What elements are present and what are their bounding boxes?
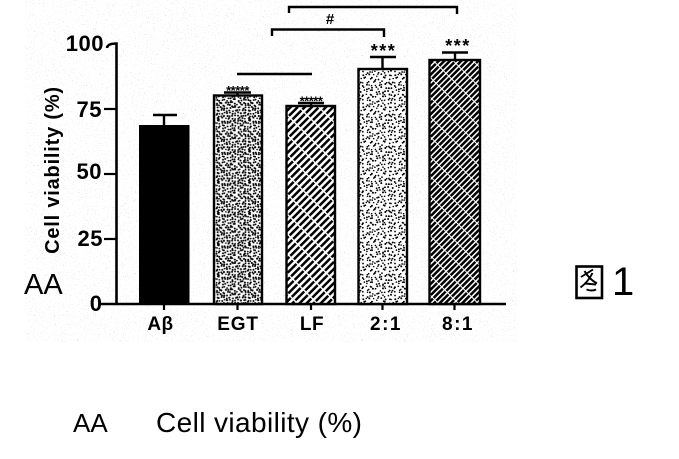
svg-text:1: 1	[612, 260, 634, 304]
svg-text:Cell viability (%): Cell viability (%)	[156, 407, 362, 438]
svg-text:AA: AA	[73, 408, 108, 438]
